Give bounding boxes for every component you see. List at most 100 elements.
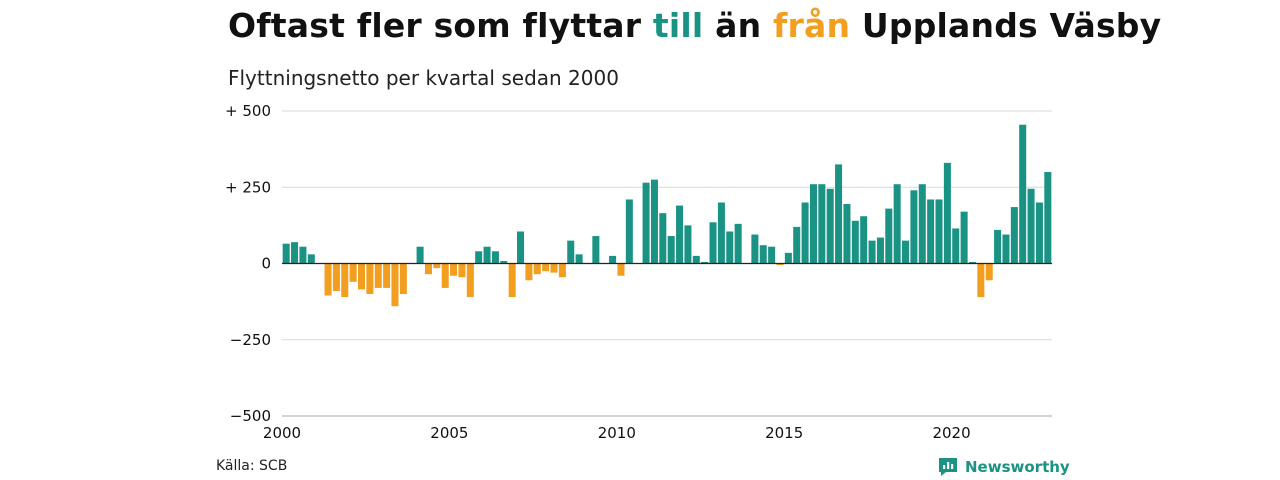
bar xyxy=(751,234,759,264)
chart-subtitle: Flyttningsnetto per kvartal sedan 2000 xyxy=(228,66,619,90)
bar xyxy=(1019,124,1027,264)
y-tick-label: −500 xyxy=(230,407,271,425)
bar xyxy=(383,263,391,288)
bar xyxy=(307,254,315,264)
bar xyxy=(483,246,491,264)
bar xyxy=(500,261,508,264)
bar xyxy=(525,263,533,281)
bar xyxy=(366,263,374,294)
bar xyxy=(943,162,951,264)
bar xyxy=(299,246,307,264)
bar xyxy=(994,229,1002,264)
bar xyxy=(466,263,474,298)
bar xyxy=(667,236,675,264)
y-axis: + 500 + 250 0 −250 −500 xyxy=(225,102,271,425)
bar xyxy=(374,263,382,288)
bar xyxy=(977,263,985,298)
bar xyxy=(332,263,340,291)
bar xyxy=(1035,202,1043,264)
bar xyxy=(433,263,441,269)
bar xyxy=(508,263,516,298)
bar xyxy=(868,240,876,264)
bar-chart: + 500 + 250 0 −250 −500 2000 2005 2010 2015 2020 xyxy=(225,102,1052,442)
bar xyxy=(1027,188,1035,264)
bar xyxy=(1002,234,1010,264)
bar xyxy=(826,188,834,264)
bar xyxy=(399,263,407,294)
bar xyxy=(910,190,918,264)
bar xyxy=(550,263,558,273)
x-tick-label: 2015 xyxy=(765,424,803,442)
bar xyxy=(726,231,734,264)
x-tick-label: 2005 xyxy=(430,424,468,442)
bar xyxy=(391,263,399,307)
bar xyxy=(424,263,432,275)
bar xyxy=(659,213,667,264)
bar xyxy=(291,242,299,264)
x-tick-label: 2000 xyxy=(263,424,301,442)
bar xyxy=(692,255,700,264)
x-axis: 2000 2005 2010 2015 2020 xyxy=(263,415,1052,442)
bar xyxy=(734,223,742,264)
bar xyxy=(592,236,600,264)
newsworthy-logo-icon xyxy=(939,458,957,476)
y-tick-label: + 500 xyxy=(225,102,271,120)
x-tick-label: 2010 xyxy=(598,424,636,442)
title-highlight-out: från xyxy=(772,6,851,45)
title-part-2: än xyxy=(703,6,773,45)
bar xyxy=(1044,172,1052,264)
bar xyxy=(349,263,357,282)
bar xyxy=(358,263,366,290)
bar xyxy=(927,199,935,264)
y-tick-label: −250 xyxy=(230,331,271,349)
bar xyxy=(876,237,884,264)
source-note: Källa: SCB xyxy=(216,458,288,474)
bar xyxy=(517,231,525,264)
bar xyxy=(902,240,910,264)
bar xyxy=(701,261,709,264)
bar xyxy=(282,243,290,264)
y-tick-label: 0 xyxy=(261,255,271,273)
x-tick-label: 2020 xyxy=(932,424,970,442)
bar xyxy=(533,263,541,275)
bar xyxy=(458,263,466,278)
title-highlight-in: till xyxy=(652,6,704,45)
bar xyxy=(793,226,801,264)
bar xyxy=(818,184,826,264)
brand-logo: Newsworthy xyxy=(937,456,1070,478)
brand-name: Newsworthy xyxy=(965,458,1070,476)
bar xyxy=(609,255,617,264)
bar xyxy=(784,252,792,264)
bar xyxy=(768,246,776,264)
bar xyxy=(759,245,767,264)
bar xyxy=(885,208,893,264)
bar xyxy=(684,225,692,264)
bar xyxy=(851,220,859,264)
bar xyxy=(918,184,926,264)
bar xyxy=(860,216,868,264)
bar xyxy=(985,263,993,281)
bar xyxy=(567,240,575,264)
bar xyxy=(441,263,449,288)
bar xyxy=(642,182,650,264)
bar xyxy=(952,228,960,264)
bar xyxy=(450,263,458,276)
bar xyxy=(475,251,483,264)
bar xyxy=(968,261,976,264)
bar xyxy=(625,199,633,264)
bar xyxy=(843,204,851,264)
bar xyxy=(801,202,809,264)
bar xyxy=(617,263,625,276)
bar xyxy=(341,263,349,298)
title-part-1: Oftast fler som flyttar xyxy=(228,6,653,45)
bar xyxy=(935,199,943,264)
bar xyxy=(776,263,784,266)
bar xyxy=(542,263,550,272)
bar xyxy=(893,184,901,264)
title-part-3: Upplands Väsby xyxy=(850,6,1162,45)
bar xyxy=(835,164,843,264)
bar xyxy=(809,184,817,264)
chart-title: Oftast fler som flyttar till än från Upp… xyxy=(228,6,1161,45)
bar xyxy=(558,263,566,278)
bar xyxy=(960,211,968,264)
